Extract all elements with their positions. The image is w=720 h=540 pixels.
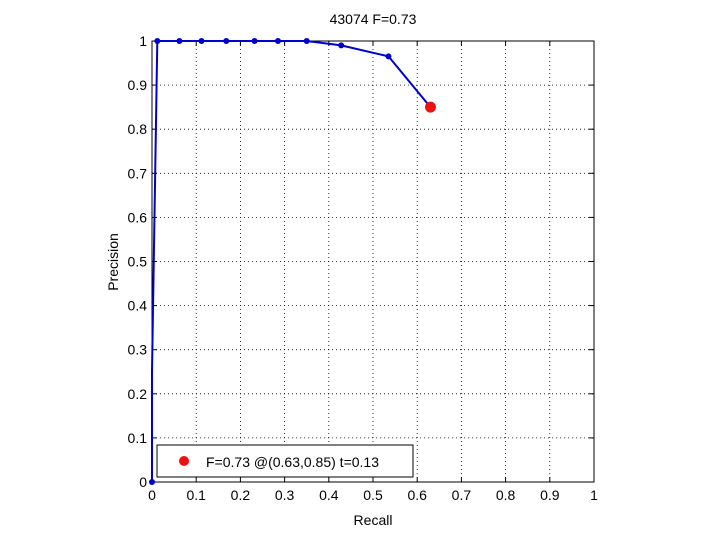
y-tick-label: 0.7 (128, 165, 148, 181)
y-tick-label: 0.1 (128, 430, 148, 446)
pr-curve-line (151, 40, 432, 482)
y-axis-label: Precision (105, 233, 121, 291)
x-tick-label: 0.5 (363, 487, 383, 503)
pr-curve-point (176, 38, 183, 44)
legend-entry-text: F=0.73 @(0.63,0.85) t=0.13 (206, 454, 379, 470)
y-tick-label: 0.2 (128, 386, 148, 402)
x-tick-label: 0.2 (231, 487, 251, 503)
pr-curve-point (385, 53, 392, 60)
pr-curve-point (338, 42, 345, 49)
y-tick-label: 0.6 (128, 209, 148, 225)
x-axis-label: Recall (354, 512, 393, 528)
pr-curve-point (223, 38, 230, 44)
x-tick-label: 0.9 (540, 487, 560, 503)
x-tick-labels: 0 0.1 0.2 0.3 0.4 0.5 0.6 0.7 0.8 0.9 1 (148, 487, 598, 503)
pr-curve-point (198, 38, 205, 44)
pr-curve-point (154, 38, 161, 44)
x-tick-label: 0.1 (186, 487, 206, 503)
series-group (149, 38, 436, 485)
y-tick-label: 0.8 (128, 121, 148, 137)
legend-box (156, 444, 414, 478)
y-tick-labels: 0 0.1 0.2 0.3 0.4 0.5 0.6 0.7 0.8 0.9 1 (128, 33, 148, 490)
pr-curve-point (303, 38, 310, 44)
y-tick-label: 0.9 (128, 77, 148, 93)
legend: F=0.73 @(0.63,0.85) t=0.13 (156, 444, 414, 478)
x-tick-label: 0.8 (496, 487, 516, 503)
pr-curve-point (274, 38, 281, 44)
x-tick-label: 0.7 (452, 487, 472, 503)
y-tick-label: 1 (139, 33, 147, 49)
x-tick-label: 0 (148, 487, 156, 503)
y-tick-label: 0.4 (128, 298, 148, 314)
y-tick-label: 0.5 (128, 254, 148, 270)
x-tick-label: 0.3 (275, 487, 295, 503)
x-tick-label: 0.6 (407, 487, 427, 503)
grid (152, 41, 594, 482)
pr-curve-point (149, 479, 155, 485)
legend-marker (179, 456, 189, 466)
y-tick-label: 0 (139, 474, 147, 490)
x-tick-label: 1 (590, 487, 598, 503)
pr-curve-point (251, 38, 258, 44)
y-tick-label: 0.3 (128, 342, 148, 358)
chart-title: 43074 F=0.73 (330, 11, 417, 27)
x-tick-label: 0.4 (319, 487, 339, 503)
best-f-point (424, 101, 436, 113)
